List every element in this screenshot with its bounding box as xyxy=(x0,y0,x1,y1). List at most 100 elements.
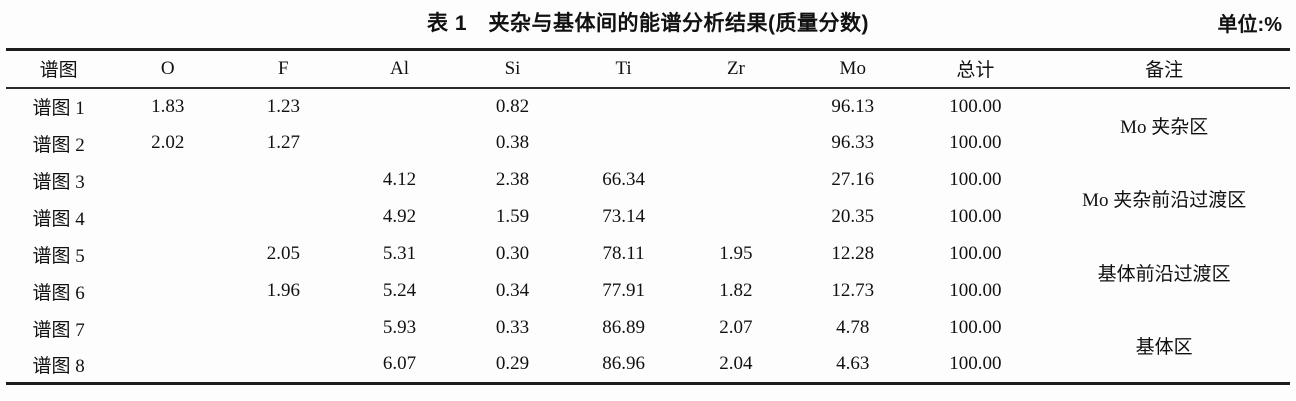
value-cell: 4.78 xyxy=(836,317,870,338)
value-cell: 1.96 xyxy=(266,280,300,301)
value-cell xyxy=(342,88,456,125)
value-cell xyxy=(111,236,224,273)
value-cell: 96.13 xyxy=(831,95,875,117)
table-body: 谱图 1 1.83 1.23 0.82 96.13 100.00 Mo 夹杂区谱图 2 2.0… xyxy=(6,88,1290,384)
value-cell: 20.35 xyxy=(831,206,875,227)
value-cell xyxy=(111,273,224,310)
value-cell: 100.00 xyxy=(949,132,1002,153)
value-cell xyxy=(111,199,224,236)
table-row: 谱图 2 2.02 1.27 0.38 96.33 100.00 xyxy=(6,125,1290,162)
value-cell xyxy=(568,88,678,125)
value-cell xyxy=(224,310,342,347)
value-cell xyxy=(111,310,224,347)
table-row: 谱图 5 2.05 5.31 0.30 78.11 1.95 12.28 100.00 基体前沿… xyxy=(6,236,1290,285)
value-cell: 0.33 xyxy=(495,317,530,338)
table-row: 谱图 1 1.83 1.23 0.82 96.13 100.00 Mo 夹杂区 xyxy=(6,88,1290,138)
value-cell: 0.34 xyxy=(495,280,530,301)
value-cell: 86.89 xyxy=(602,317,645,338)
value-cell xyxy=(679,125,793,162)
value-cell: 96.33 xyxy=(831,132,875,153)
value-cell: 100.00 xyxy=(949,243,1002,264)
table-row: 谱图 6 1.96 5.24 0.34 77.91 1.82 12.73 100.00 xyxy=(6,273,1290,310)
header-cell: Si xyxy=(456,49,569,89)
remark-cell: Mo 夹杂区 xyxy=(1120,116,1209,138)
value-cell: 0.30 xyxy=(495,243,530,264)
energy-spectrum-table: 谱图 O F Al Si Ti Zr Mo 总计 备注 谱图 1 1.83 1.23 0.82 96.13… xyxy=(6,48,1290,385)
value-cell: 12.73 xyxy=(831,280,875,301)
value-cell: 100.00 xyxy=(949,317,1002,338)
row-label-cell: 谱图 6 xyxy=(32,282,85,304)
value-cell: 100.00 xyxy=(949,95,1002,117)
value-cell: 5.93 xyxy=(382,317,417,338)
header-cell: 谱图 xyxy=(6,49,112,89)
header-cell: O xyxy=(111,49,225,89)
value-cell: 5.31 xyxy=(382,243,417,264)
table-row: 谱图 4 4.92 1.59 73.14 20.35 100.00 xyxy=(6,199,1290,236)
value-cell xyxy=(679,162,793,199)
value-cell: 100.00 xyxy=(949,280,1002,301)
value-cell xyxy=(224,162,342,199)
value-cell: 1.82 xyxy=(719,280,753,301)
value-cell xyxy=(111,347,224,384)
value-cell: 0.82 xyxy=(495,95,530,117)
value-cell: 0.38 xyxy=(495,132,530,153)
header-cell: Mo xyxy=(793,49,913,89)
value-cell xyxy=(679,199,793,236)
value-cell: 2.02 xyxy=(151,132,185,153)
value-cell: 0.29 xyxy=(495,353,530,375)
header-cell: F xyxy=(224,49,343,89)
value-cell: 1.59 xyxy=(495,206,530,227)
row-label-cell: 谱图 7 xyxy=(32,319,85,341)
value-cell xyxy=(224,199,342,236)
header-cell: Al xyxy=(342,49,457,89)
header-cell: 备注 xyxy=(1038,49,1290,89)
table-row: 谱图 8 6.07 0.29 86.96 2.04 4.63 100.00 xyxy=(6,347,1290,384)
value-cell: 100.00 xyxy=(949,206,1002,227)
unit-label: 单位:% xyxy=(1217,14,1282,36)
value-cell: 6.07 xyxy=(382,353,417,375)
value-cell: 1.83 xyxy=(151,95,185,117)
row-label-cell: 谱图 1 xyxy=(32,98,85,119)
remark-cell: Mo 夹杂前沿过渡区 xyxy=(1082,190,1247,211)
row-label-cell: 谱图 3 xyxy=(32,171,85,193)
row-label-cell: 谱图 4 xyxy=(32,208,85,230)
row-label-cell: 谱图 5 xyxy=(32,245,85,267)
value-cell: 86.96 xyxy=(602,353,645,375)
value-cell: 66.34 xyxy=(602,169,645,190)
row-label-cell: 谱图 2 xyxy=(32,134,85,156)
row-label-cell: 谱图 8 xyxy=(32,355,85,377)
value-cell: 2.05 xyxy=(266,243,300,264)
value-cell: 2.07 xyxy=(719,317,753,338)
value-cell: 1.95 xyxy=(719,243,753,264)
header-row: 谱图 O F Al Si Ti Zr Mo 总计 备注 xyxy=(6,49,1290,89)
value-cell: 27.16 xyxy=(831,169,875,190)
value-cell: 4.92 xyxy=(382,206,417,227)
value-cell: 1.27 xyxy=(266,132,300,153)
value-cell: 73.14 xyxy=(602,206,645,227)
value-cell: 12.28 xyxy=(831,243,875,264)
value-cell: 5.24 xyxy=(382,280,417,301)
value-cell: 1.23 xyxy=(266,95,300,117)
value-cell xyxy=(111,162,224,199)
table-row: 谱图 3 4.12 2.38 66.34 27.16 100.00 Mo 夹杂前沿过渡区 xyxy=(6,162,1290,211)
value-cell xyxy=(342,125,456,162)
table-row: 谱图 7 5.93 0.33 86.89 2.07 4.78 100.00 基体区 xyxy=(6,310,1290,358)
value-cell: 100.00 xyxy=(949,353,1002,375)
header-cell: Zr xyxy=(678,49,794,89)
value-cell xyxy=(679,88,793,125)
header-cell: Ti xyxy=(568,49,679,89)
value-cell: 4.63 xyxy=(836,353,870,375)
value-cell: 2.04 xyxy=(719,353,753,375)
table-caption: 表 1 夹杂与基体间的能谱分析结果(质量分数) xyxy=(427,12,869,35)
value-cell: 77.91 xyxy=(602,280,645,301)
value-cell: 78.11 xyxy=(602,243,645,264)
header-cell: 总计 xyxy=(912,49,1039,89)
remark-cell: 基体前沿过渡区 xyxy=(1097,264,1231,285)
value-cell: 100.00 xyxy=(949,169,1002,190)
value-cell xyxy=(224,347,342,384)
value-cell: 2.38 xyxy=(495,169,530,190)
value-cell: 4.12 xyxy=(382,169,417,190)
value-cell xyxy=(568,125,678,162)
remark-cell: 基体区 xyxy=(1135,337,1193,359)
